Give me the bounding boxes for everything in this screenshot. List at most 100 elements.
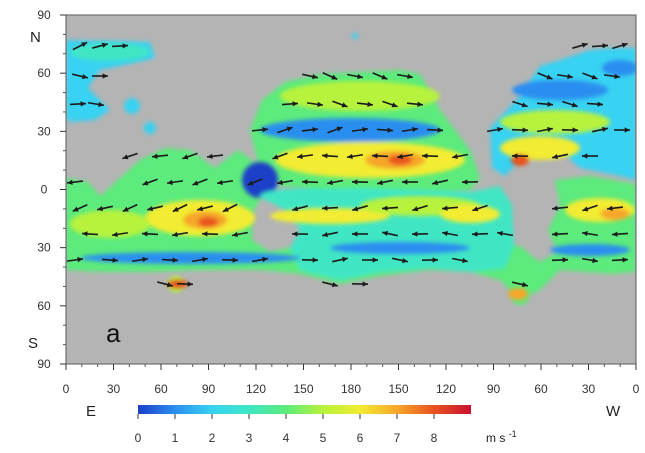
wind-arrow (166, 179, 184, 185)
wind-arrow (101, 257, 119, 263)
wind-arrow (326, 179, 344, 186)
wind-arrow (182, 152, 198, 160)
x-tick-label: 120 (436, 382, 456, 396)
wind-arrow (582, 204, 598, 212)
colorbar-unit: m s -1 (486, 429, 517, 445)
wind-arrow (201, 231, 219, 237)
x-tick-label: 30 (107, 382, 121, 396)
x-axis: 0 30 60 90 120 150 180 150 120 90 60 30 0 (63, 364, 640, 396)
wind-arrow (176, 281, 194, 287)
x-tick-label: 60 (154, 382, 168, 396)
wind-arrow (356, 101, 374, 107)
wind-arrow (321, 153, 339, 159)
wind-arrow (351, 179, 369, 185)
wind-arrow (412, 204, 428, 212)
wind-arrow (441, 205, 459, 211)
wind-arrow (551, 231, 569, 237)
wind-arrow (346, 73, 364, 80)
wind-arrow (322, 72, 338, 80)
wind-arrow (66, 257, 84, 263)
wind-arrow (561, 127, 579, 133)
x-tick-label: 150 (388, 382, 408, 396)
wind-arrow (87, 101, 105, 107)
y-tick-label: 0 (41, 183, 48, 197)
wind-arrow (551, 205, 569, 211)
wind-arrow (421, 257, 439, 263)
wind-arrow (451, 153, 469, 160)
colorbar-tick-label: 4 (283, 431, 290, 445)
wind-arrow (332, 256, 348, 263)
x-tick-label: 120 (246, 382, 266, 396)
wind-arrow (281, 101, 299, 107)
wind-arrow (586, 101, 604, 107)
wind-arrow (372, 72, 388, 80)
wind-arrow (536, 101, 554, 107)
wind-arrow (471, 231, 489, 237)
wind-arrow (97, 205, 113, 212)
wind-arrow (292, 205, 308, 212)
wind-arrow (371, 153, 389, 159)
ocean-fringe-5 (352, 33, 358, 39)
colorbar-tick-label: 2 (209, 431, 216, 445)
wind-arrow (496, 230, 514, 237)
map-panel (65, 14, 637, 365)
wind-arrow (551, 257, 569, 263)
wind-arrow (572, 42, 588, 49)
wind-arrow (406, 101, 424, 107)
wind-arrow (581, 231, 599, 237)
x-tick-label: 0 (633, 382, 640, 396)
wind-arrow (191, 256, 209, 263)
wind-arrow (322, 231, 338, 238)
wind-arrow (327, 126, 343, 134)
wind-arrow (511, 153, 529, 159)
wind-arrow (451, 257, 469, 264)
x-tick-label: 90 (202, 382, 216, 396)
wind-arrow (306, 101, 324, 107)
colorbar: 0 1 2 3 4 5 6 7 8 m s -1 (135, 405, 517, 445)
wind-arrow (396, 153, 414, 160)
x-tick-label: 150 (293, 382, 313, 396)
wind-arrow (172, 203, 188, 213)
wind-arrow (352, 231, 368, 237)
wind-arrow (92, 73, 108, 79)
wind-arrow (562, 100, 578, 108)
wind-arrow (552, 153, 568, 160)
colorbar-unit-base: m s (486, 431, 505, 445)
y-tick-label: 60 (37, 299, 51, 313)
wind-arrow (461, 179, 479, 185)
east-label: E (86, 403, 96, 420)
x-tick-label: 60 (534, 382, 548, 396)
colorbar-tick-label: 6 (357, 431, 364, 445)
wind-arrow (486, 126, 504, 133)
wind-arrow (276, 179, 294, 186)
wind-arrow (351, 127, 369, 133)
wind-arrow (472, 204, 488, 212)
wind-arrow (591, 43, 609, 49)
colorbar-tick-label: 1 (172, 431, 179, 445)
y-tick-label: 90 (37, 357, 51, 371)
ocean-fringe-1 (124, 98, 140, 114)
wind-arrow (352, 205, 368, 212)
panel-label: a (106, 318, 121, 348)
wind-arrow (592, 126, 608, 133)
ocean-north-atlantic-east (66, 40, 155, 122)
wind-arrow (277, 126, 293, 134)
colorbar-tick-label: 8 (431, 431, 438, 445)
wind-arrow (111, 43, 129, 49)
x-tick-label: 0 (63, 382, 70, 396)
wind-arrow (272, 152, 288, 160)
wind-arrow (606, 205, 624, 211)
wind-arrow (411, 231, 429, 237)
wind-arrow (432, 179, 448, 186)
wind-arrow (81, 231, 99, 237)
wind-arrow (376, 127, 394, 133)
colorbar-ticks: 0 1 2 3 4 5 6 7 8 (135, 414, 438, 445)
wind-arrow (141, 231, 159, 237)
wind-arrow (72, 41, 88, 51)
wind-arrow (122, 203, 138, 213)
wind-arrow (581, 257, 599, 264)
wind-arrow (111, 231, 129, 237)
wind-arrow (197, 205, 213, 212)
wind-arrow (382, 230, 398, 237)
